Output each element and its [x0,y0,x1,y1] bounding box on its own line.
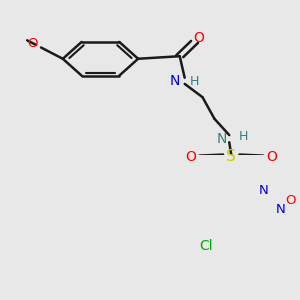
Text: O: O [266,150,277,164]
Text: O: O [285,194,296,207]
Text: H: H [190,75,199,88]
Text: N: N [259,184,268,197]
Text: N: N [169,74,180,88]
Text: Cl: Cl [199,239,213,253]
Text: O: O [185,150,196,164]
Text: O: O [27,37,38,50]
Text: S: S [226,149,236,164]
Text: N: N [276,203,286,216]
Text: H: H [238,130,248,142]
Text: N: N [216,132,226,146]
Text: O: O [193,31,204,45]
